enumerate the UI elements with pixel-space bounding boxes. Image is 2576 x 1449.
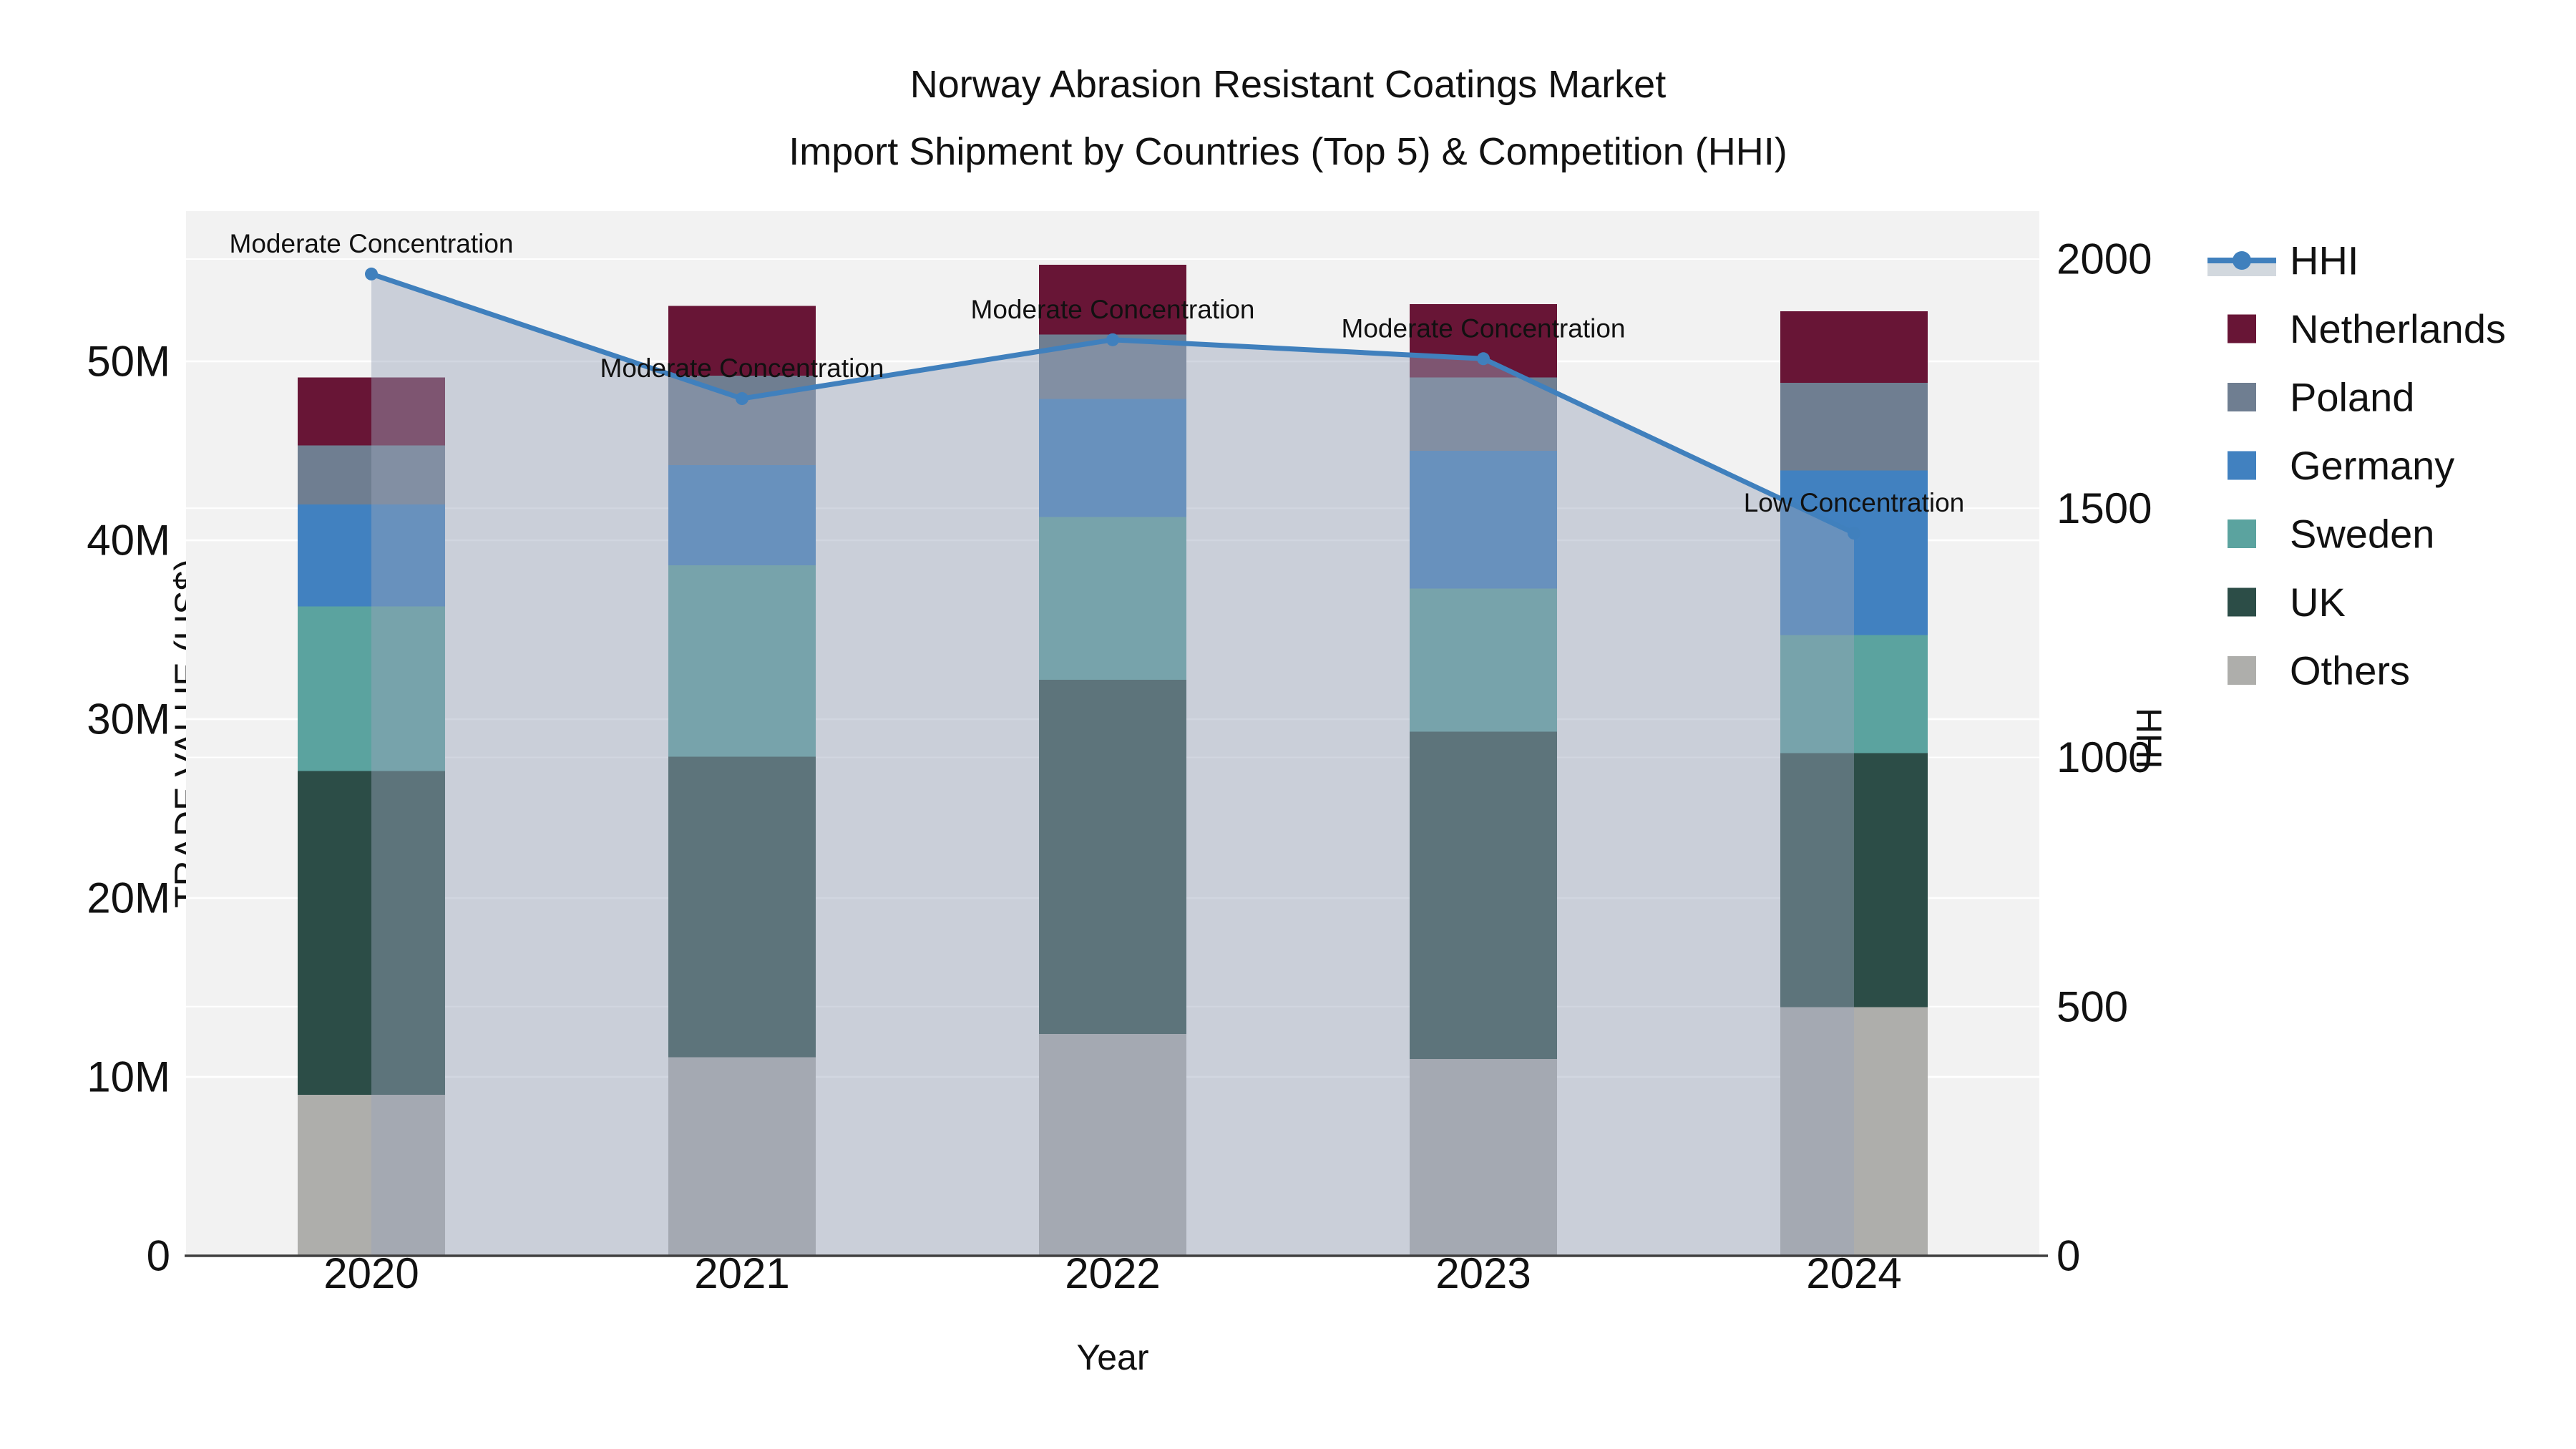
x-axis-title: Year: [1076, 1337, 1149, 1377]
bar-segment-netherlands-2024[interactable]: [1780, 311, 1928, 383]
annotation-2021: Moderate Concentration: [600, 353, 884, 383]
bar-segment-poland-2023[interactable]: [1410, 377, 1557, 452]
bar-segment-others-2023[interactable]: [1410, 1059, 1557, 1256]
x-tick-2024: 2024: [1806, 1249, 1901, 1297]
bar-segment-sweden-2024[interactable]: [1780, 635, 1928, 753]
legend-item-poland[interactable]: Poland: [2228, 375, 2414, 420]
y-right-tick-0: 0: [2057, 1232, 2080, 1280]
bar-segment-sweden-2020[interactable]: [298, 606, 445, 771]
annotation-2023: Moderate Concentration: [1342, 313, 1626, 343]
bar-segment-others-2020[interactable]: [298, 1095, 445, 1256]
bar-segment-germany-2021[interactable]: [668, 465, 816, 565]
hhi-marker-2021[interactable]: [736, 392, 748, 406]
bar-segment-germany-2020[interactable]: [298, 504, 445, 607]
annotation-2024: Low Concentration: [1744, 488, 1965, 517]
legend-item-hhi[interactable]: HHI: [2207, 238, 2358, 283]
bar-segment-uk-2021[interactable]: [668, 756, 816, 1058]
y-right-tick-1000: 1000: [2057, 733, 2152, 781]
bar-segment-netherlands-2022[interactable]: [1039, 265, 1186, 335]
legend-label-uk: UK: [2290, 580, 2346, 625]
x-tick-2020: 2020: [323, 1249, 419, 1297]
legend-label-poland: Poland: [2290, 375, 2414, 420]
y-left-tick-50M: 50M: [87, 338, 170, 386]
bar-segment-germany-2023[interactable]: [1410, 451, 1557, 589]
legend-swatch-others: [2228, 656, 2256, 685]
bar-segment-poland-2020[interactable]: [298, 445, 445, 505]
bar-segment-uk-2023[interactable]: [1410, 731, 1557, 1060]
hhi-area-fill: [371, 273, 1854, 1256]
bar-segment-uk-2022[interactable]: [1039, 680, 1186, 1034]
hhi-marker-2022[interactable]: [1106, 333, 1119, 346]
y-right-tick-500: 500: [2057, 982, 2128, 1030]
legend-label-sweden: Sweden: [2290, 512, 2434, 557]
x-tick-2021: 2021: [694, 1249, 789, 1297]
legend-swatch-uk: [2228, 587, 2256, 617]
bar-segment-sweden-2023[interactable]: [1410, 588, 1557, 732]
y-left-tick-0: 0: [147, 1232, 170, 1280]
bar-segment-netherlands-2021[interactable]: [668, 306, 816, 376]
legend-swatch-sweden: [2228, 519, 2256, 548]
legend-swatch-germany: [2228, 451, 2256, 480]
y-left-tick-20M: 20M: [87, 874, 170, 922]
legend-item-germany[interactable]: Germany: [2228, 443, 2454, 488]
y-right-tick-1500: 1500: [2057, 484, 2152, 532]
y-left-tick-10M: 10M: [87, 1053, 170, 1101]
bar-segment-sweden-2022[interactable]: [1039, 517, 1186, 680]
bar-segment-others-2021[interactable]: [668, 1057, 816, 1257]
x-tick-2022: 2022: [1065, 1249, 1160, 1297]
legend-label-hhi: HHI: [2290, 238, 2358, 283]
bar-segment-others-2024[interactable]: [1780, 1007, 1928, 1257]
legend-label-netherlands: Netherlands: [2290, 306, 2506, 351]
y-right-tick-2000: 2000: [2057, 235, 2152, 283]
hhi-marker-2023[interactable]: [1477, 352, 1490, 366]
annotation-2022: Moderate Concentration: [971, 295, 1255, 324]
legend-item-sweden[interactable]: Sweden: [2228, 512, 2434, 557]
bar-segment-poland-2024[interactable]: [1780, 383, 1928, 471]
hhi-marker-2024[interactable]: [1848, 527, 1860, 540]
legend-item-others[interactable]: Others: [2228, 648, 2410, 693]
legend-swatch-poland: [2228, 383, 2256, 411]
legend-item-uk[interactable]: UK: [2228, 580, 2346, 625]
x-tick-2023: 2023: [1435, 1249, 1531, 1297]
bar-segment-uk-2024[interactable]: [1780, 753, 1928, 1008]
annotation-2020: Moderate Concentration: [230, 229, 514, 258]
bar-segment-netherlands-2023[interactable]: [1410, 304, 1557, 378]
y-left-tick-40M: 40M: [87, 517, 170, 565]
bar-segment-germany-2022[interactable]: [1039, 399, 1186, 517]
bar-segment-uk-2020[interactable]: [298, 771, 445, 1096]
legend-item-netherlands[interactable]: Netherlands: [2228, 306, 2506, 351]
hhi-marker-2020[interactable]: [365, 267, 378, 280]
legend-swatch-netherlands: [2228, 314, 2256, 343]
y-left-tick-30M: 30M: [87, 696, 170, 743]
bar-segment-others-2022[interactable]: [1039, 1034, 1186, 1256]
bar-segment-sweden-2021[interactable]: [668, 565, 816, 757]
legend-label-germany: Germany: [2290, 443, 2454, 488]
bar-segment-netherlands-2020[interactable]: [298, 377, 445, 446]
legend-hhi-marker-icon: [2233, 251, 2251, 270]
chart-title-line1: Norway Abrasion Resistant Coatings Marke…: [909, 63, 1667, 106]
bar-segment-germany-2024[interactable]: [1780, 470, 1928, 635]
chart-title-line2: Import Shipment by Countries (Top 5) & C…: [789, 130, 1787, 173]
legend-label-others: Others: [2290, 648, 2410, 693]
